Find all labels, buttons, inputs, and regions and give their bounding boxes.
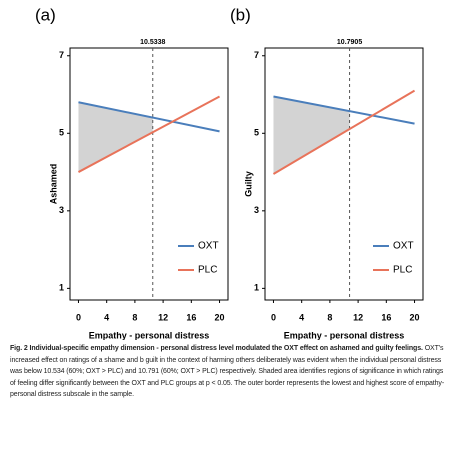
x-tick-label: 20 — [410, 312, 420, 322]
series-line — [272, 89, 416, 175]
legend-label: PLC — [393, 265, 412, 276]
series-line — [273, 95, 415, 125]
y-tick-label: 3 — [254, 205, 259, 215]
y-tick-label: 7 — [59, 50, 64, 60]
x-tick-label: 4 — [299, 312, 304, 322]
y-tick-label: 1 — [59, 283, 64, 293]
x-tick-label: 0 — [76, 312, 81, 322]
y-tick-label: 5 — [59, 128, 64, 138]
y-tick-label: 7 — [254, 50, 259, 60]
y-tick-label: 1 — [254, 283, 259, 293]
y-axis-label: Guilty — [243, 171, 253, 197]
significance-region — [273, 96, 350, 174]
x-axis-label: Empathy - personal distress — [284, 330, 405, 340]
threshold-label: 10.5338 — [140, 39, 165, 46]
x-tick-label: 8 — [132, 312, 137, 322]
significance-region — [78, 102, 153, 173]
y-tick-label: 3 — [59, 205, 64, 215]
x-axis-label: Empathy - personal distress — [89, 330, 210, 340]
y-tick-label: 5 — [254, 128, 259, 138]
legend-label: OXT — [198, 241, 219, 252]
y-axis-label: Ashamed — [48, 164, 58, 205]
panel-label: (a) — [35, 5, 56, 24]
caption-text: OXT's increased effect on ratings of a s… — [10, 345, 445, 398]
threshold-label: 10.7905 — [337, 39, 362, 46]
x-tick-label: 16 — [186, 312, 196, 322]
x-tick-label: 0 — [271, 312, 276, 322]
x-tick-label: 4 — [104, 312, 109, 322]
x-tick-label: 8 — [327, 312, 332, 322]
x-tick-label: 12 — [158, 312, 168, 322]
legend-label: OXT — [393, 241, 414, 252]
x-tick-label: 12 — [353, 312, 363, 322]
plot-frame — [264, 47, 424, 301]
series-line — [77, 95, 221, 173]
panel-label: (b) — [230, 5, 251, 24]
series-line — [78, 101, 220, 133]
caption-title: Fig. 2 Individual-specific empathy dimen… — [10, 345, 423, 352]
caption: Fig. 2 Individual-specific empathy dimen… — [10, 343, 448, 401]
figure: (a) 1 3 5 7 0 4 8 12 16 20 Empathy - personal distr… — [35, 5, 424, 340]
x-tick-label: 16 — [381, 312, 391, 322]
plot-frame — [69, 47, 229, 301]
x-tick-label: 20 — [215, 312, 225, 322]
legend-label: PLC — [198, 265, 217, 276]
